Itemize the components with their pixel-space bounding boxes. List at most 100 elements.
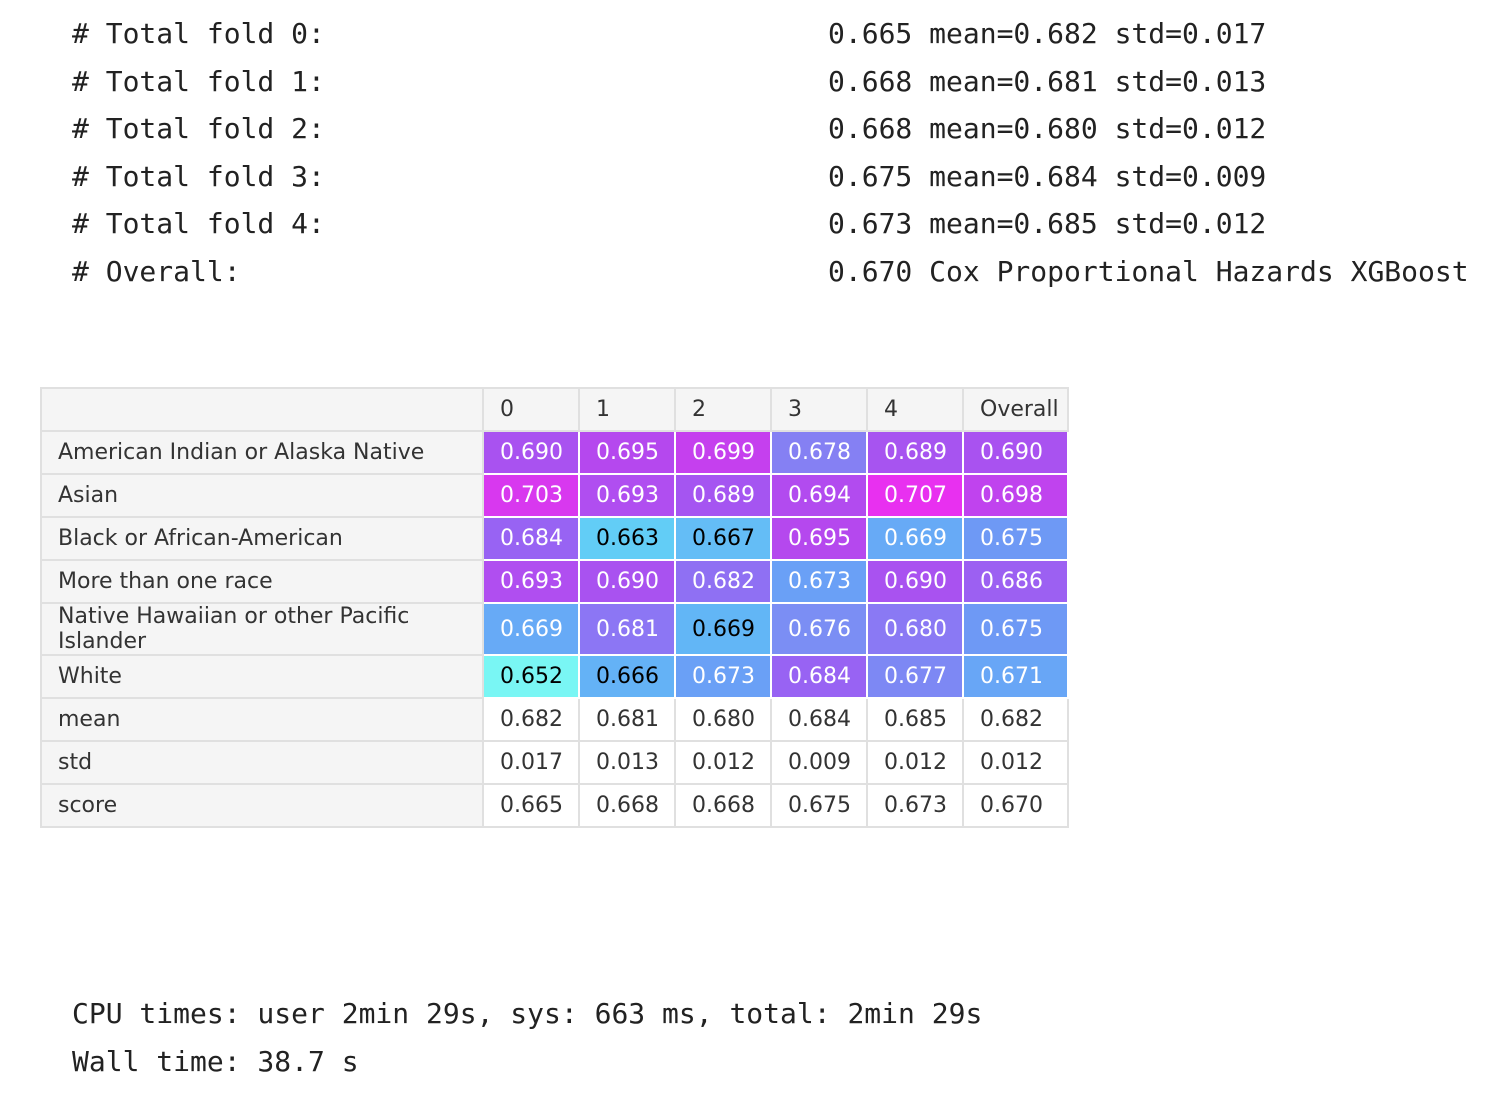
log-line: # Total fold 0: 0.665 mean=0.682 std=0.01… (72, 10, 1469, 58)
table-cell: 0.698 (962, 473, 1069, 518)
row-header: Black or African-American (40, 516, 484, 561)
table-cell: 0.680 (866, 602, 964, 656)
results-table: 0 1 2 3 4 Overall American Indian or Alaska N… (40, 387, 1069, 828)
wall-time-line: Wall time: 38.7 s (72, 1044, 359, 1078)
log-value: 0.668 mean=0.680 std=0.012 (828, 112, 1267, 146)
table-cell: 0.690 (866, 559, 964, 604)
table-cell: 0.699 (674, 430, 772, 475)
table-cell: 0.665 (482, 783, 580, 828)
table-cell: 0.689 (866, 430, 964, 475)
table-body: American Indian or Alaska Native 0.690 0.6… (40, 430, 1069, 828)
cpu-times-line: CPU times: user 2min 29s, sys: 663 ms, t… (72, 997, 983, 1031)
table-cell: 0.678 (770, 430, 868, 475)
log-label: # Total fold 3: (72, 159, 325, 193)
table-cell: 0.675 (962, 516, 1069, 561)
row-header: mean (40, 697, 484, 742)
table-cell: 0.652 (482, 654, 580, 699)
timing-output: CPU times: user 2min 29s, sys: 663 ms, t… (72, 990, 982, 1085)
table-cell: 0.012 (674, 740, 772, 785)
log-line: # Total fold 4: 0.673 mean=0.685 std=0.01… (72, 200, 1469, 248)
log-label: # Total fold 2: (72, 112, 325, 146)
table-cell: 0.676 (770, 602, 868, 656)
table-cell: 0.673 (674, 654, 772, 699)
table-row: std 0.017 0.013 0.012 0.009 0.012 0.012 (40, 740, 1069, 785)
table-cell: 0.668 (674, 783, 772, 828)
table-cell: 0.682 (674, 559, 772, 604)
table-cell: 0.682 (962, 697, 1069, 742)
row-header: Asian (40, 473, 484, 518)
table-cell: 0.690 (482, 430, 580, 475)
row-header: American Indian or Alaska Native (40, 430, 484, 475)
row-header: More than one race (40, 559, 484, 604)
log-value: 0.665 mean=0.682 std=0.017 (828, 17, 1267, 51)
log-label: # Total fold 0: (72, 17, 325, 51)
table-cell: 0.693 (482, 559, 580, 604)
table-cell: 0.703 (482, 473, 580, 518)
column-header: 2 (674, 387, 772, 432)
table-cell: 0.663 (578, 516, 676, 561)
table-row: Black or African-American 0.684 0.663 0.667… (40, 516, 1069, 561)
table-cell: 0.684 (770, 654, 868, 699)
table-cell: 0.677 (866, 654, 964, 699)
table-cell: 0.673 (770, 559, 868, 604)
log-line: # Overall: 0.670 Cox Proportional Hazards… (72, 248, 1469, 296)
log-value: 0.673 mean=0.685 std=0.012 (828, 207, 1267, 241)
table-cell: 0.669 (482, 602, 580, 656)
table-row: Native Hawaiian or other Pacific Islande… (40, 602, 1069, 656)
table-cell: 0.012 (962, 740, 1069, 785)
table-cell: 0.670 (962, 783, 1069, 828)
table-cell: 0.694 (770, 473, 868, 518)
table-cell: 0.684 (770, 697, 868, 742)
log-label: # Overall: (72, 254, 241, 288)
table-cell: 0.675 (962, 602, 1069, 656)
table-row: More than one race 0.693 0.690 0.682 0.673 0.… (40, 559, 1069, 604)
table-cell: 0.682 (482, 697, 580, 742)
row-header: std (40, 740, 484, 785)
column-header: 1 (578, 387, 676, 432)
table-cell: 0.012 (866, 740, 964, 785)
log-line: # Total fold 2: 0.668 mean=0.680 std=0.01… (72, 105, 1469, 153)
log-label: # Total fold 1: (72, 64, 325, 98)
table-cell: 0.668 (578, 783, 676, 828)
table-corner-cell (40, 387, 484, 432)
column-header: 0 (482, 387, 580, 432)
log-value: 0.670 Cox Proportional Hazards XGBoost (828, 254, 1469, 288)
table-cell: 0.695 (578, 430, 676, 475)
table-cell: 0.666 (578, 654, 676, 699)
table-cell: 0.669 (866, 516, 964, 561)
table-row: score 0.665 0.668 0.668 0.675 0.673 0.670 (40, 783, 1069, 828)
log-label: # Total fold 4: (72, 207, 325, 241)
table-cell: 0.667 (674, 516, 772, 561)
log-output: # Total fold 0: 0.665 mean=0.682 std=0.01… (72, 10, 1469, 295)
table-cell: 0.690 (578, 559, 676, 604)
log-value: 0.668 mean=0.681 std=0.013 (828, 64, 1267, 98)
table-row: Asian 0.703 0.693 0.689 0.694 0.707 0.698 (40, 473, 1069, 518)
table-cell: 0.685 (866, 697, 964, 742)
column-header: Overall (962, 387, 1069, 432)
row-header: Native Hawaiian or other Pacific Islande… (40, 602, 484, 656)
table-cell: 0.690 (962, 430, 1069, 475)
table-row: White 0.652 0.666 0.673 0.684 0.677 0.671 (40, 654, 1069, 699)
table-cell: 0.695 (770, 516, 868, 561)
row-header: score (40, 783, 484, 828)
table-cell: 0.689 (674, 473, 772, 518)
log-line: # Total fold 3: 0.675 mean=0.684 std=0.00… (72, 153, 1469, 201)
table-cell: 0.684 (482, 516, 580, 561)
column-header: 4 (866, 387, 964, 432)
table-cell: 0.673 (866, 783, 964, 828)
table-cell: 0.675 (770, 783, 868, 828)
table-cell: 0.009 (770, 740, 868, 785)
column-header: 3 (770, 387, 868, 432)
table-row: mean 0.682 0.681 0.680 0.684 0.685 0.682 (40, 697, 1069, 742)
table-cell: 0.693 (578, 473, 676, 518)
table-cell: 0.669 (674, 602, 772, 656)
table-cell: 0.686 (962, 559, 1069, 604)
log-value: 0.675 mean=0.684 std=0.009 (828, 159, 1267, 193)
table-cell: 0.671 (962, 654, 1069, 699)
table-cell: 0.680 (674, 697, 772, 742)
table-cell: 0.013 (578, 740, 676, 785)
table-cell: 0.707 (866, 473, 964, 518)
table-row: American Indian or Alaska Native 0.690 0.6… (40, 430, 1069, 475)
row-header: White (40, 654, 484, 699)
table-header-row: 0 1 2 3 4 Overall (40, 387, 1069, 432)
